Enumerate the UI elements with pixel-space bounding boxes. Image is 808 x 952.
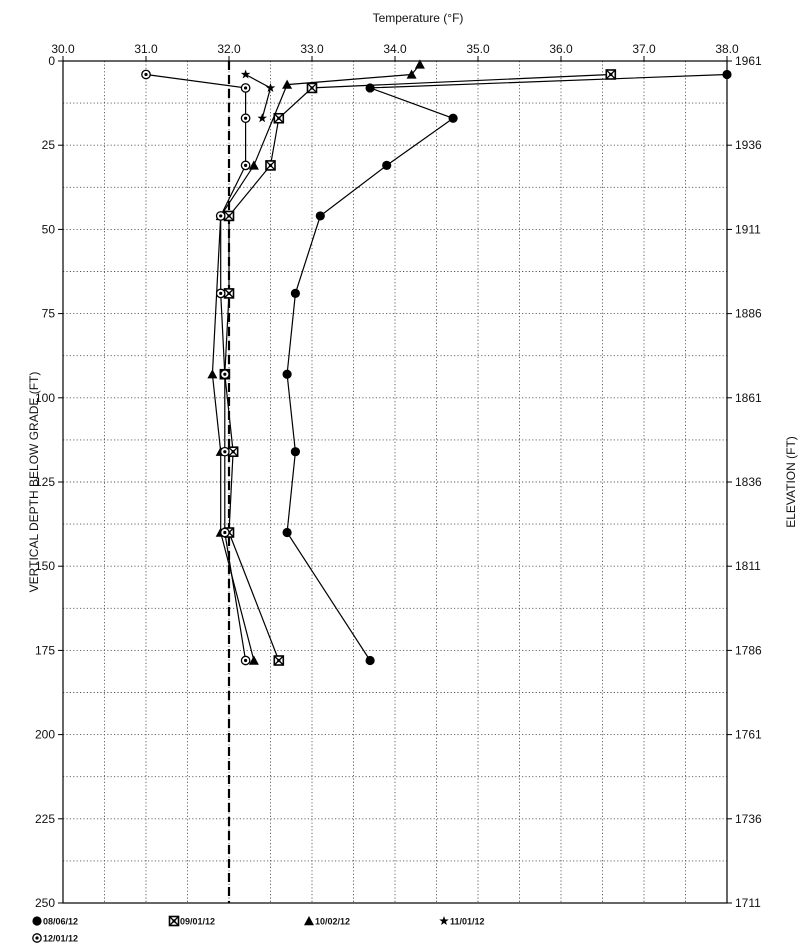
data-point-08-06-12 <box>722 69 732 80</box>
y-tick-label: 225 <box>35 812 55 826</box>
y2-tick-label: 1711 <box>735 896 761 910</box>
x-tick-label: 32.0 <box>217 42 241 56</box>
series-layer <box>141 59 732 666</box>
data-point-12-01-12 <box>141 69 151 80</box>
data-point-08-06-12 <box>365 655 375 666</box>
x-tick-label: 31.0 <box>134 42 158 56</box>
y2-tick-label: 1736 <box>735 812 762 826</box>
series-line-12-01-12 <box>145 73 247 661</box>
data-point-08-06-12 <box>315 211 325 221</box>
y-tick-label: 25 <box>42 138 56 152</box>
y-axis-title: VERTICAL DEPTH BELOW GRADE (FT) <box>27 372 41 593</box>
grid-layer <box>63 61 727 903</box>
y2-tick-label: 1886 <box>735 307 762 321</box>
data-point-12-01-12 <box>240 655 251 666</box>
y2-tick-label: 1811 <box>735 559 761 573</box>
y2-axis-title: ELEVATION (FT) <box>784 436 798 528</box>
data-point-12-01-12 <box>215 288 226 299</box>
legend-label-12-01-12: 12/01/12 <box>43 934 78 944</box>
x-tick-label: 38.0 <box>715 42 739 56</box>
x-tick-label: 35.0 <box>466 42 490 56</box>
y-tick-label: 250 <box>35 896 55 910</box>
y-tick-label: 100 <box>35 391 55 405</box>
y-tick-label: 0 <box>48 54 55 68</box>
data-point-08-06-12 <box>290 447 300 457</box>
y2-tick-label: 1836 <box>735 475 762 489</box>
legend-label-08-06-12: 08/06/12 <box>43 917 78 927</box>
data-point-11-01-12 <box>265 82 276 92</box>
x-tick-label: 37.0 <box>632 42 656 56</box>
x-tick-label: 30.0 <box>51 42 75 56</box>
data-point-08-06-12 <box>448 113 458 123</box>
tick-labels: 30.0 31.0 32.0 33.0 34.0 35.0 36.0 37.0 38.0 0 25 5… <box>35 42 762 910</box>
y2-tick-label: 1761 <box>735 728 762 742</box>
x-tick-label: 33.0 <box>300 42 324 56</box>
x-axis-title: Temperature (°F) <box>373 11 464 25</box>
data-point-09-01-12 <box>605 69 617 80</box>
series-09-01-12 <box>219 69 617 666</box>
legend-label-11-01-12: 11/01/12 <box>450 917 485 927</box>
series-line-11-01-12 <box>245 73 272 119</box>
legend-marker-10-02-12 <box>304 916 314 926</box>
y-tick-label: 200 <box>35 728 55 742</box>
series-12-01-12 <box>141 69 251 666</box>
data-point-08-06-12 <box>282 369 292 379</box>
series-10-02-12 <box>207 59 425 665</box>
y2-tick-label: 1786 <box>735 643 762 657</box>
series-line-08-06-12 <box>286 73 728 661</box>
data-point-09-01-12 <box>273 112 285 124</box>
data-point-11-01-12 <box>257 113 267 123</box>
data-point-09-01-12 <box>273 655 285 666</box>
legend-marker-08-06-12 <box>32 916 42 926</box>
x-tick-label: 36.0 <box>549 42 573 56</box>
data-point-09-01-12 <box>227 446 239 457</box>
y-tick-label: 50 <box>42 222 56 236</box>
data-point-11-01-12 <box>240 69 251 79</box>
legend-label-09-01-12: 09/01/12 <box>180 917 215 927</box>
data-point-12-01-12 <box>240 113 251 124</box>
data-point-12-01-12 <box>240 160 251 171</box>
y-tick-label: 150 <box>35 559 55 573</box>
data-point-08-06-12 <box>282 527 292 538</box>
legend-item-08-06-12: 08/06/12 <box>32 916 78 927</box>
data-point-12-01-12 <box>220 369 230 380</box>
legend-marker-09-01-12 <box>168 915 180 927</box>
legend-marker-12-01-12 <box>32 933 42 943</box>
data-point-09-01-12 <box>265 160 276 171</box>
legend-item-10-02-12: 10/02/12 <box>304 916 350 927</box>
data-point-08-06-12 <box>382 160 392 171</box>
legend: 08/06/12 09/01/12 10/02/12 11/01/12 12/01/12 <box>32 915 485 944</box>
legend-item-12-01-12: 12/01/12 <box>32 933 78 944</box>
data-point-12-01-12 <box>240 83 251 93</box>
data-point-12-01-12 <box>220 446 230 457</box>
data-point-08-06-12 <box>290 288 300 298</box>
y2-tick-label: 1861 <box>735 391 762 405</box>
data-point-12-01-12 <box>215 211 226 221</box>
legend-item-11-01-12: 11/01/12 <box>439 916 485 927</box>
y2-tick-label: 1911 <box>735 222 761 236</box>
data-point-12-01-12 <box>220 527 230 538</box>
legend-marker-11-01-12 <box>439 916 449 926</box>
y2-tick-label: 1936 <box>735 138 762 152</box>
y-tick-label: 175 <box>35 643 55 657</box>
data-point-09-01-12 <box>223 210 235 222</box>
data-point-10-02-12 <box>207 369 218 379</box>
series-08-06-12 <box>282 69 732 666</box>
y2-tick-label: 1961 <box>735 54 762 68</box>
x-tick-label: 34.0 <box>383 42 407 56</box>
data-point-09-01-12 <box>223 288 235 299</box>
data-point-09-01-12 <box>306 82 318 94</box>
series-11-01-12 <box>240 69 276 123</box>
series-line-09-01-12 <box>224 73 611 661</box>
legend-label-10-02-12: 10/02/12 <box>315 917 350 927</box>
y-tick-label: 75 <box>42 307 56 321</box>
legend-item-09-01-12: 09/01/12 <box>168 915 215 927</box>
y-tick-label: 125 <box>35 475 55 489</box>
